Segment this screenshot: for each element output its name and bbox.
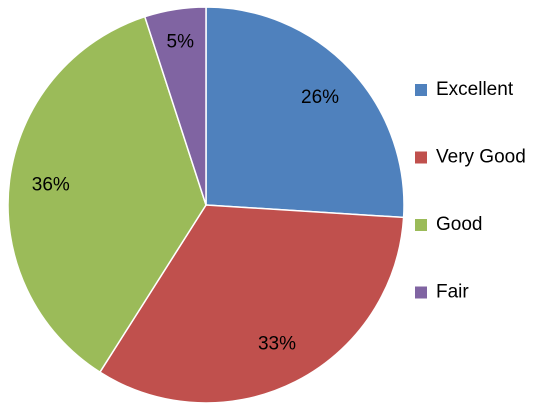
data-label: 5% — [167, 32, 195, 53]
pie-slice — [205, 6, 405, 219]
legend-label: Excellent — [436, 79, 514, 100]
legend-swatch — [415, 84, 427, 96]
data-label: 36% — [32, 174, 70, 195]
legend-swatch — [415, 286, 427, 299]
pie-slice — [143, 6, 207, 206]
pie-slice — [98, 204, 405, 403]
pie-slice — [7, 15, 207, 374]
legend-label: Good — [436, 214, 482, 235]
legend-swatch — [415, 151, 427, 164]
data-label: 33% — [258, 333, 296, 354]
legend-label: Fair — [436, 282, 469, 303]
data-label: 26% — [301, 87, 339, 108]
legend-swatch — [415, 219, 427, 231]
legend-label: Very Good — [436, 147, 526, 168]
